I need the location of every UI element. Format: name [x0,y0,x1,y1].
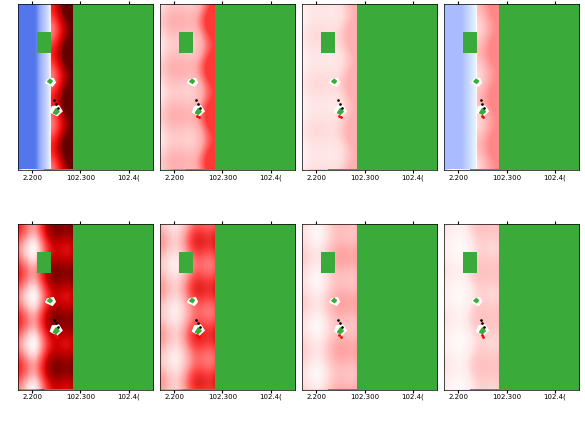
Polygon shape [480,109,486,114]
Polygon shape [332,79,336,83]
Polygon shape [474,79,479,83]
Polygon shape [335,106,346,116]
Polygon shape [47,299,52,303]
Polygon shape [335,325,346,335]
Polygon shape [46,297,55,305]
Polygon shape [188,78,197,86]
Polygon shape [192,325,204,335]
Polygon shape [332,299,336,303]
Polygon shape [190,79,194,83]
Polygon shape [330,78,339,86]
Polygon shape [195,109,201,114]
Polygon shape [472,78,481,86]
Polygon shape [46,78,55,86]
Polygon shape [477,325,488,335]
Polygon shape [190,299,194,303]
Polygon shape [477,106,488,116]
Polygon shape [50,106,62,116]
Polygon shape [338,328,343,333]
Polygon shape [474,299,479,303]
Polygon shape [47,79,52,83]
Polygon shape [50,325,62,335]
Polygon shape [53,109,59,114]
Polygon shape [53,328,59,333]
Polygon shape [195,328,201,333]
Polygon shape [330,297,339,305]
Polygon shape [188,297,197,305]
Polygon shape [480,328,486,333]
Polygon shape [192,106,204,116]
Polygon shape [472,297,481,305]
Polygon shape [338,109,343,114]
